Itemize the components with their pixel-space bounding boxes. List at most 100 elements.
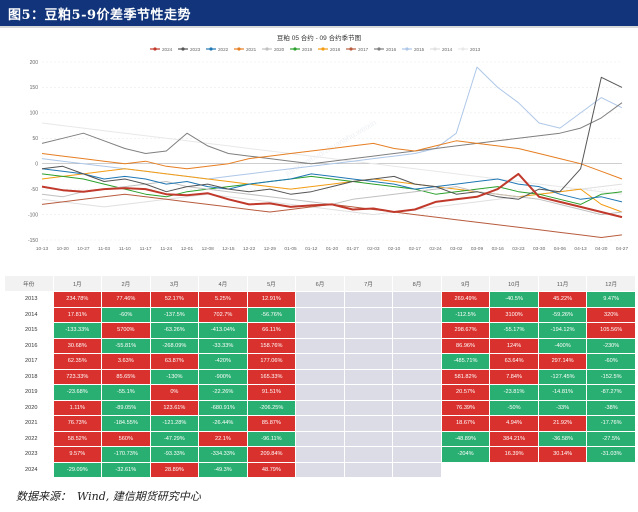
value-cell: -38% <box>586 399 636 416</box>
value-cell: -206.25% <box>246 399 297 416</box>
value-cell <box>295 322 345 339</box>
value-cell: -127.45% <box>537 368 588 385</box>
value-cell: -152.5% <box>586 368 636 385</box>
x-tick-label: 03-30 <box>533 246 546 252</box>
value-cell: -56.76% <box>246 306 297 323</box>
figure-title: 图5：豆粕5-9价差季节性走势 <box>8 8 192 23</box>
value-cell: 297.14% <box>537 353 588 370</box>
legend-label: 2023 <box>190 47 201 52</box>
series-line-2015 <box>41 66 623 180</box>
value-cell: 76.73% <box>52 415 103 432</box>
legend-marker <box>405 47 409 51</box>
legend-marker <box>461 47 465 51</box>
value-cell: -55.1% <box>101 384 151 401</box>
value-cell: -49.3% <box>198 461 248 478</box>
value-cell: 58.52% <box>52 430 103 447</box>
value-cell: 52.17% <box>149 291 200 308</box>
value-cell: -420% <box>198 353 248 370</box>
table-header-cell: 9月 <box>440 275 491 292</box>
table-header-cell: 12月 <box>586 275 636 292</box>
value-cell: -680.91% <box>198 399 248 416</box>
table-row: 2022 58.52% 560% -47.29% 22.1% -96.11% -48.89%… <box>4 430 636 447</box>
value-cell: 76.39% <box>440 399 491 416</box>
legend-label: 2021 <box>246 47 257 52</box>
value-cell <box>295 291 345 308</box>
value-cell <box>295 399 345 416</box>
value-cell: 66.11% <box>246 322 297 339</box>
value-cell: 158.76% <box>246 337 297 354</box>
value-cell <box>295 353 345 370</box>
legend-marker <box>209 47 213 51</box>
year-cell: 2019 <box>4 384 54 401</box>
x-tick-label: 01-27 <box>347 246 360 252</box>
table-header-cell: 11月 <box>537 275 588 292</box>
table-row: 2018 723.33% 85.65% -130% -900% 165.33% 581.82… <box>4 368 636 385</box>
value-cell: 7.84% <box>489 368 539 385</box>
value-cell <box>392 322 442 339</box>
legend-label: 2022 <box>218 47 229 52</box>
value-cell <box>440 461 491 478</box>
value-cell: 63.87% <box>149 353 200 370</box>
x-tick-label: 11-10 <box>119 246 131 252</box>
value-cell: 702.7% <box>198 306 248 323</box>
value-cell: 723.33% <box>52 368 103 385</box>
x-tick-label: 01-20 <box>326 246 339 252</box>
legend-label: 2013 <box>470 47 481 52</box>
value-cell: 86.96% <box>440 337 491 354</box>
value-cell <box>343 384 394 401</box>
x-tick-label: 04-27 <box>616 246 629 252</box>
value-cell: 234.78% <box>52 291 103 308</box>
value-cell: 9.57% <box>52 446 103 463</box>
value-cell: -55.17% <box>489 322 539 339</box>
value-cell: -137.5% <box>149 306 200 323</box>
legend-marker <box>433 47 437 51</box>
series-line-2021 <box>41 140 623 180</box>
value-cell: -96.11% <box>246 430 297 447</box>
value-cell: 209.84% <box>246 446 297 463</box>
value-cell: 105.56% <box>586 322 636 339</box>
value-cell: 30.68% <box>52 337 103 354</box>
value-cell: 30.14% <box>537 446 588 463</box>
value-cell: 85.87% <box>246 415 297 432</box>
legend-label: 2017 <box>358 47 369 52</box>
year-cell: 2023 <box>4 446 54 463</box>
value-cell: -87.27% <box>586 384 636 401</box>
legend-label: 2020 <box>274 47 285 52</box>
x-tick-label: 10-13 <box>36 246 49 252</box>
legend-label: 2018 <box>330 47 341 52</box>
year-cell: 2024 <box>4 461 54 478</box>
value-cell: -204% <box>440 446 491 463</box>
value-cell <box>295 430 345 447</box>
value-cell <box>295 415 345 432</box>
value-cell: 1.11% <box>52 399 103 416</box>
value-cell: -400% <box>537 337 588 354</box>
value-cell: -31.03% <box>586 446 636 463</box>
value-cell <box>295 461 345 478</box>
value-cell: 48.79% <box>246 461 297 478</box>
table-row: 2024 -29.09% -32.61% 28.89% -49.3% 48.79% <box>4 461 636 478</box>
value-cell: 91.51% <box>246 384 297 401</box>
series-line-2022 <box>41 168 623 203</box>
value-cell <box>295 306 345 323</box>
value-cell <box>392 384 442 401</box>
x-tick-label: 03-02 <box>450 246 463 252</box>
value-cell: -22.26% <box>198 384 248 401</box>
table-header-cell: 10月 <box>489 275 539 292</box>
value-cell <box>537 461 588 478</box>
watermark-text: jianxinqihuo/zhuanshu.weixin <box>283 118 378 178</box>
value-cell: -23.81% <box>489 384 539 401</box>
value-cell <box>392 353 442 370</box>
table-header-cell: 5月 <box>246 275 297 292</box>
table-row: 2023 9.57% -170.73% -93.33% -334.33% 209.84% -… <box>4 446 636 463</box>
seasonal-line-chart: 豆粕 05 合约 - 09 合约季节图 2024 2023 2022 2021 2020 2… <box>28 33 629 252</box>
value-cell: 123.61% <box>149 399 200 416</box>
x-tick-label: 03-16 <box>492 246 505 252</box>
table-header-cell: 4月 <box>198 275 248 292</box>
table-row: 2020 1.11% -89.05% 123.61% -680.91% -206.25% 7… <box>4 399 636 416</box>
year-cell: 2017 <box>4 353 54 370</box>
y-tick-label: 100 <box>30 111 39 117</box>
value-cell: 560% <box>101 430 151 447</box>
value-cell: 165.33% <box>246 368 297 385</box>
value-cell <box>295 384 345 401</box>
chart-title: 豆粕 05 合约 - 09 合约季节图 <box>277 33 361 42</box>
